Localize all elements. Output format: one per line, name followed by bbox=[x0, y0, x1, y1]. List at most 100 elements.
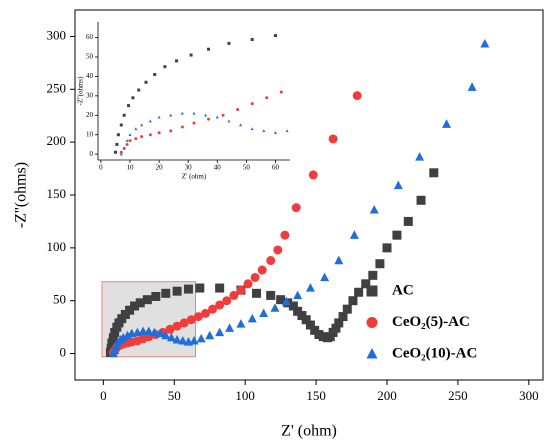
data-point bbox=[280, 230, 290, 240]
data-point bbox=[467, 82, 477, 91]
inset-plot-area bbox=[113, 32, 536, 156]
y-tick-label: 250 bbox=[47, 80, 67, 95]
inset-data-point bbox=[338, 114, 341, 117]
legend-label: CeO₂(10)-AC bbox=[392, 345, 477, 361]
inset-data-point bbox=[265, 96, 269, 100]
data-point bbox=[172, 334, 182, 344]
data-point bbox=[108, 333, 118, 343]
x-tick-label: 250 bbox=[448, 388, 468, 403]
inset-data-point bbox=[498, 75, 501, 78]
x-tick-label: 100 bbox=[235, 388, 255, 403]
inset-x-tick-label: 50 bbox=[243, 164, 251, 172]
inset-data-point bbox=[515, 90, 518, 93]
data-point bbox=[193, 312, 203, 322]
data-point bbox=[266, 256, 276, 266]
inset-data-point bbox=[475, 57, 478, 60]
inset-data-point bbox=[318, 120, 321, 123]
y-tick-label: 100 bbox=[47, 239, 67, 254]
inset-data-point bbox=[125, 142, 129, 146]
inset-data-point bbox=[338, 63, 341, 66]
x-tick-label: 50 bbox=[168, 388, 181, 403]
inset-data-point bbox=[169, 129, 173, 133]
data-point bbox=[338, 312, 348, 322]
data-point bbox=[178, 336, 188, 345]
legend-marker bbox=[366, 348, 378, 359]
inset-data-point bbox=[353, 55, 356, 58]
inset-data-point bbox=[285, 129, 289, 133]
inset-x-tick-label: 60 bbox=[272, 164, 280, 172]
data-point bbox=[331, 323, 341, 333]
inset-data-point bbox=[157, 115, 161, 119]
data-point bbox=[257, 265, 267, 275]
data-point bbox=[243, 279, 253, 289]
inset-data-point bbox=[204, 113, 208, 117]
data-point bbox=[196, 333, 206, 343]
inset-data-point bbox=[414, 42, 417, 45]
data-point bbox=[375, 259, 385, 269]
inset-data-point bbox=[175, 59, 179, 63]
inset-data-point bbox=[227, 41, 231, 45]
data-point bbox=[305, 283, 315, 292]
inset-data-point bbox=[498, 46, 501, 49]
data-point bbox=[349, 230, 359, 239]
data-point bbox=[291, 203, 301, 213]
inset-data-point bbox=[140, 123, 144, 127]
inset-data-point bbox=[131, 96, 135, 100]
inset-x-axis-label: Z' (ohm) bbox=[182, 173, 207, 181]
data-point bbox=[320, 272, 330, 282]
inset-data-point bbox=[524, 32, 527, 35]
y-axis-label: -Z''(ohms) bbox=[13, 162, 30, 228]
y-tick-label: 150 bbox=[47, 186, 67, 201]
inset-data-point bbox=[119, 152, 123, 156]
inset-data-point bbox=[189, 53, 193, 57]
legend-marker bbox=[366, 317, 378, 328]
x-axis-label: Z' (ohm) bbox=[281, 423, 337, 440]
inset-data-point bbox=[119, 123, 123, 127]
data-point bbox=[215, 300, 225, 310]
legend-label: CeO₂(5)-AC bbox=[392, 314, 470, 330]
data-point bbox=[144, 326, 154, 336]
legend-marker bbox=[366, 285, 378, 297]
data-point bbox=[107, 338, 117, 348]
x-tick-label: 150 bbox=[306, 388, 326, 403]
data-point bbox=[276, 295, 286, 305]
data-point bbox=[236, 319, 246, 328]
data-point bbox=[334, 318, 344, 328]
inset-data-point bbox=[533, 110, 536, 113]
data-point bbox=[200, 308, 210, 318]
data-point bbox=[172, 321, 182, 331]
data-point bbox=[149, 327, 159, 337]
data-point bbox=[195, 283, 205, 293]
inset-y-tick-label: 0 bbox=[90, 150, 94, 158]
inset-data-point bbox=[294, 85, 297, 88]
inset-data-point bbox=[180, 111, 184, 115]
data-point bbox=[416, 195, 426, 205]
inset-data-point bbox=[262, 129, 266, 133]
data-point bbox=[415, 152, 425, 161]
inset-background bbox=[98, 22, 290, 160]
data-point bbox=[281, 296, 291, 306]
inset-data-point bbox=[273, 131, 277, 135]
inset-data-point bbox=[153, 72, 157, 76]
data-point bbox=[110, 327, 120, 337]
inset-data-point bbox=[134, 127, 138, 131]
data-point bbox=[382, 243, 392, 253]
inset-data-point bbox=[405, 88, 408, 91]
legend-label: AC bbox=[392, 282, 414, 298]
inset-data-point bbox=[279, 90, 283, 94]
inset-data-point bbox=[227, 119, 231, 123]
data-point bbox=[442, 119, 452, 128]
inset-data-point bbox=[297, 32, 300, 35]
data-point bbox=[247, 313, 257, 323]
data-point bbox=[142, 295, 152, 305]
data-point bbox=[334, 255, 344, 265]
data-point bbox=[393, 180, 403, 190]
data-point bbox=[305, 320, 315, 330]
inset-x-tick-label: 0 bbox=[99, 164, 103, 172]
data-point bbox=[166, 332, 176, 342]
x-tick-label: 200 bbox=[377, 388, 397, 403]
data-point bbox=[354, 287, 364, 297]
data-point bbox=[429, 168, 439, 178]
data-point bbox=[250, 272, 260, 282]
data-point bbox=[259, 308, 269, 318]
